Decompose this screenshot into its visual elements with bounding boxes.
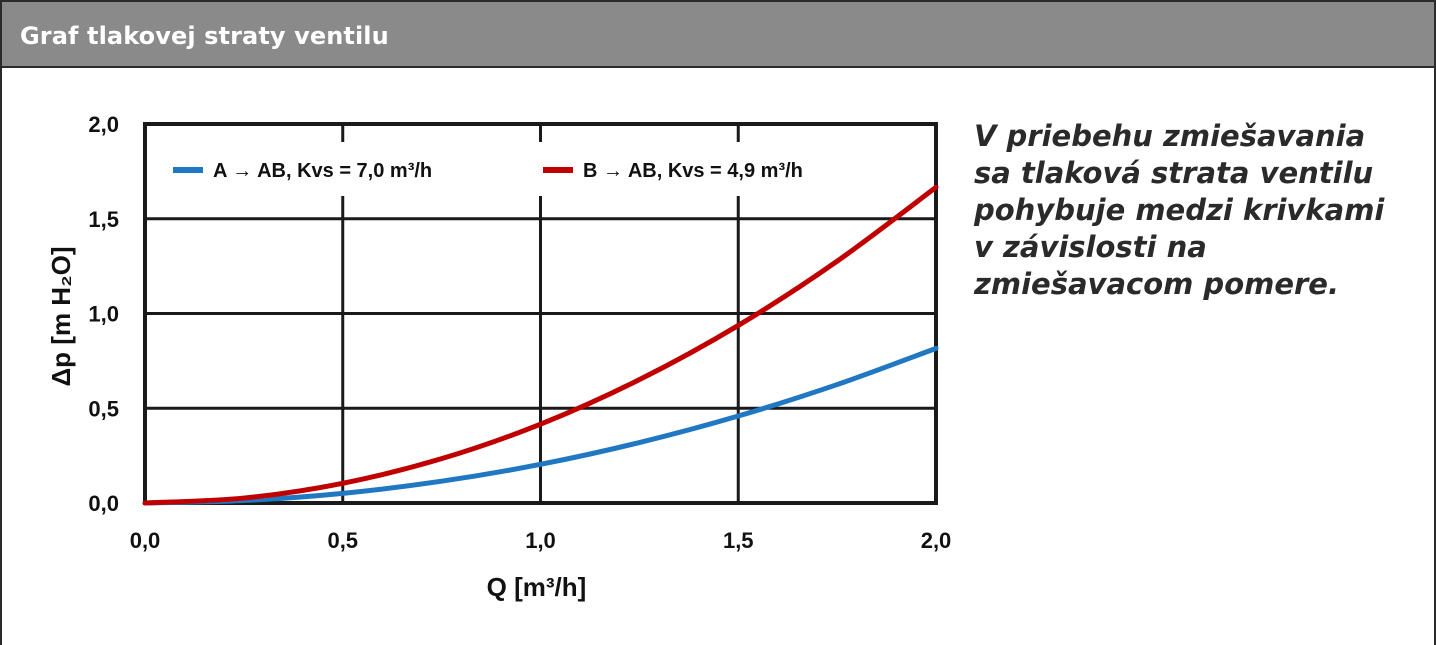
y-axis-label: Δp [m H₂O] (46, 246, 76, 386)
mixing-note: V priebehu zmiešavania sa tlaková strata… (974, 119, 1385, 301)
panel-header: Graf tlakovej straty ventilu (2, 2, 1434, 68)
legend-label-2: B → AB, Kvs = 4,9 m³/h (583, 160, 803, 182)
x-tick-label: 2,0 (921, 528, 952, 553)
plot-border (143, 122, 938, 505)
x-tick-label: 1,5 (723, 528, 754, 553)
y-tick-label: 0,5 (88, 396, 119, 421)
series-line-2 (142, 184, 939, 506)
legend-label-1: A → AB, Kvs = 7,0 m³/h (213, 160, 432, 182)
series-line-1 (142, 345, 939, 506)
legend-box (149, 142, 879, 196)
y-tick-label: 2,0 (88, 112, 119, 137)
series-layer (142, 184, 939, 506)
y-tick-label: 0,0 (88, 491, 119, 516)
pressure-loss-chart: A → AB, Kvs = 7,0 m³/h B → AB, Kvs = 4,9 … (46, 112, 951, 602)
tick-labels: 0,0 0,5 1,0 1,5 2,0 0,0 0,5 1,0 1,5 2,0 (88, 112, 951, 553)
x-tick-label: 0,5 (327, 528, 358, 553)
panel-title: Graf tlakovej straty ventilu (20, 22, 389, 50)
y-tick-label: 1,0 (88, 302, 119, 327)
y-tick-label: 1,5 (88, 207, 119, 232)
legend: A → AB, Kvs = 7,0 m³/h B → AB, Kvs = 4,9 … (149, 142, 879, 196)
x-tick-label: 0,0 (130, 528, 161, 553)
x-tick-label: 1,0 (525, 528, 556, 553)
x-axis-label: Q [m³/h] (487, 572, 587, 602)
